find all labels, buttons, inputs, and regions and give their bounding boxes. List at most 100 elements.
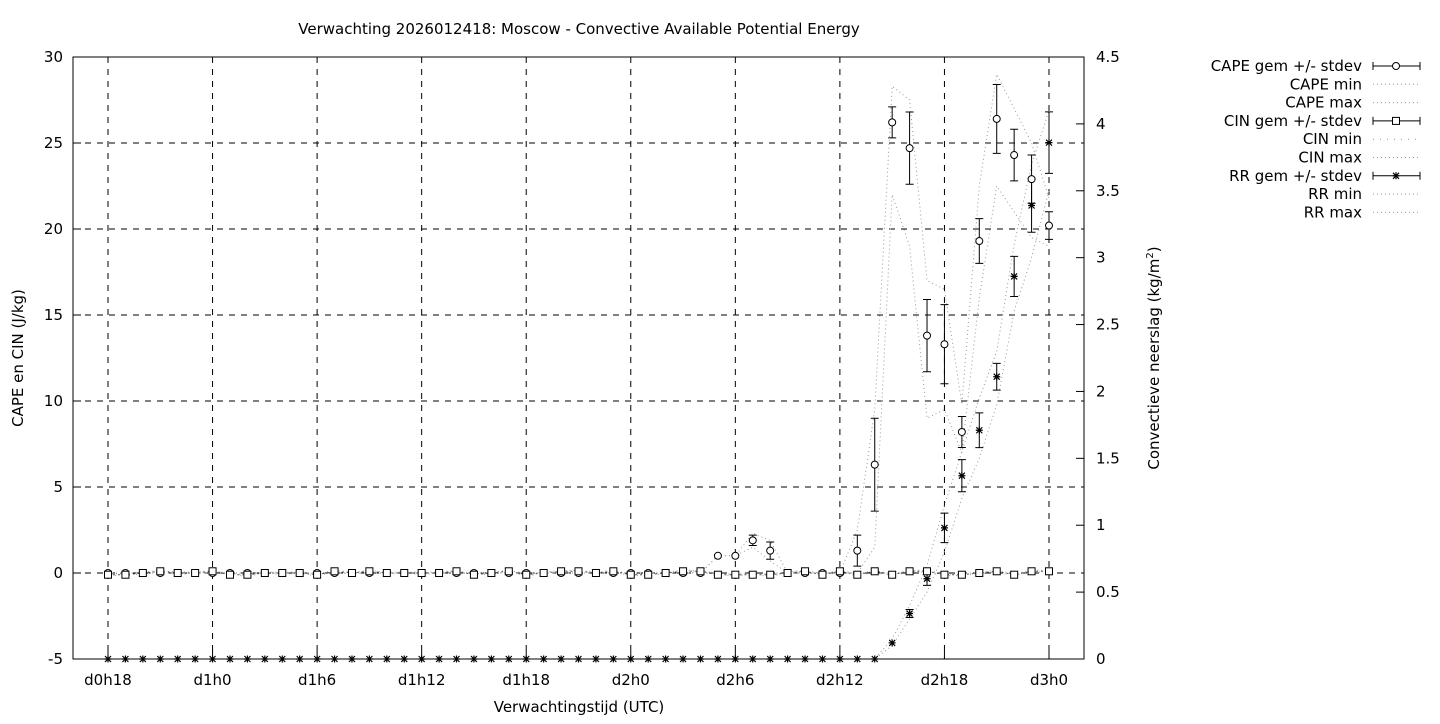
y-tick-label: -5 [48, 650, 63, 668]
legend-label: CAPE max [1285, 94, 1362, 112]
x-tick-label: d2h12 [816, 671, 864, 689]
x-tick-label: d3h0 [1030, 671, 1068, 689]
cape-mean-point [731, 551, 740, 560]
legend-label: CIN max [1298, 149, 1362, 167]
legend-label: RR gem +/- stdev [1229, 167, 1362, 185]
cin-mean-point [452, 567, 461, 576]
x-tick-label: d0h18 [84, 671, 132, 689]
cape-min-line [108, 184, 1050, 574]
y2-tick-label: 4 [1096, 115, 1106, 133]
cin-mean-point [382, 569, 391, 577]
cin-mean-point [138, 569, 147, 577]
rr-mean-point [888, 639, 896, 647]
cin-mean-point [853, 570, 862, 579]
cape-mean-point [888, 118, 897, 127]
cin-mean-point [591, 569, 600, 577]
cin-mean-point [1010, 570, 1019, 579]
cin-mean-point [766, 570, 775, 579]
legend-label: CIN gem +/- stdev [1224, 112, 1362, 130]
cin-mean-point [905, 567, 914, 576]
cape-mean-point [975, 237, 984, 246]
cape-mean-point [1045, 221, 1053, 230]
x-tick-label: d1h6 [298, 671, 336, 689]
y2-tick-label: 2.5 [1096, 316, 1120, 334]
y2-tick-label: 1.5 [1096, 449, 1120, 467]
x-tick-label: d2h6 [716, 671, 754, 689]
cin-mean-point [208, 567, 217, 576]
legend-label: RR min [1308, 185, 1362, 203]
cin-mean-point [609, 567, 618, 576]
cape-mean-point [1027, 175, 1036, 184]
y2-tick-label: 3 [1096, 249, 1106, 267]
cin-mean-point [679, 567, 688, 576]
cin-mean-point [260, 569, 269, 577]
cin-mean-point [225, 570, 234, 579]
cin-mean-point [574, 567, 583, 576]
cin-mean-point [644, 570, 653, 579]
cape-mean-point [905, 144, 914, 153]
cin-mean-point [487, 569, 496, 577]
cape-mean-point [870, 460, 879, 469]
cin-mean-point [713, 570, 722, 579]
x-axis-label: Verwachtingstijd (UTC) [494, 698, 665, 716]
x-tick-label: d1h18 [502, 671, 550, 689]
cape-mean-point [957, 427, 966, 436]
cape-mean-point [992, 114, 1001, 123]
cape-mean-point [713, 551, 722, 560]
cin-mean-point [191, 569, 200, 577]
cin-mean-point [1027, 567, 1036, 576]
plot-border [72, 56, 1085, 660]
cin-mean-point [731, 570, 740, 579]
cin-mean-point [748, 570, 757, 579]
y2-axis-label: Convectieve neerslag (kg/m2) [1145, 246, 1163, 469]
rr-min-line [108, 190, 1050, 660]
y-tick-label: 10 [44, 392, 63, 410]
cin-mean-point [818, 570, 827, 579]
cin-mean-point [417, 569, 426, 577]
x-tick-label: d1h0 [193, 671, 231, 689]
cape-mean-point [940, 340, 949, 349]
cin-mean-point [278, 569, 287, 577]
legend-marker-icon [1392, 172, 1400, 180]
cin-mean-point [870, 567, 879, 576]
y-tick-label: 30 [44, 48, 63, 66]
rr-mean-point [975, 426, 983, 434]
cape-mean-point [748, 536, 757, 545]
cin-mean-point [104, 570, 112, 579]
cin-mean-point [313, 570, 322, 579]
y-tick-label: 15 [44, 306, 63, 324]
cin-mean-point [522, 570, 531, 579]
y-tick-label: 25 [44, 134, 63, 152]
rr-mean-point [940, 524, 948, 532]
cin-mean-point [835, 567, 844, 576]
x-tick-label: d1h12 [398, 671, 446, 689]
legend-label: CIN min [1303, 130, 1362, 148]
y2-tick-label: 4.5 [1096, 48, 1120, 66]
y2-tick-label: 0.5 [1096, 583, 1120, 601]
y-tick-label: 5 [53, 478, 63, 496]
chart-title: Verwachting 2026012418: Moscow - Convect… [298, 20, 860, 38]
y-tick-label: 0 [53, 564, 63, 582]
rr-mean-point [1045, 139, 1053, 147]
cape-mean-point [853, 546, 862, 555]
cin-mean-point [923, 567, 932, 576]
cin-mean-point [1045, 567, 1053, 576]
rr-mean-point [1028, 201, 1036, 209]
cin-mean-point [539, 569, 548, 577]
cin-mean-point [992, 567, 1001, 576]
cin-mean-point [957, 570, 966, 579]
cape-mean-point [1010, 151, 1019, 160]
cin-mean-point [557, 567, 566, 576]
cin-mean-point [783, 569, 792, 577]
cin-mean-point [469, 570, 478, 579]
cape-mean-point [766, 546, 775, 555]
cin-mean-point [156, 567, 165, 576]
x-tick-label: d2h18 [921, 671, 969, 689]
cin-mean-point [940, 570, 949, 579]
cin-mean-point [330, 567, 339, 576]
y2-tick-label: 0 [1096, 650, 1106, 668]
rr-mean-point [958, 472, 966, 480]
legend-label: CAPE min [1290, 75, 1362, 93]
cin-mean-point [801, 567, 810, 576]
